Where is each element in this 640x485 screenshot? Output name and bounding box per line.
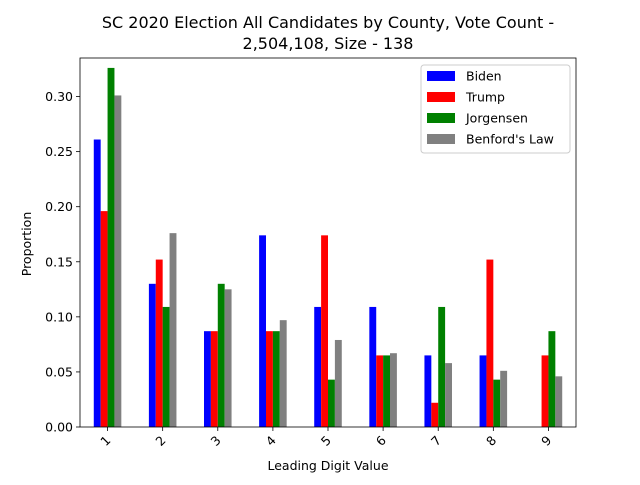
bar-biden-6	[369, 306, 377, 427]
legend-label: Biden	[466, 69, 502, 84]
bar-biden-8	[479, 355, 487, 427]
chart-title-line-2: 2,504,108, Size - 138	[243, 34, 414, 53]
bar-trump-5	[321, 235, 328, 427]
bar-biden-2	[148, 283, 156, 427]
bar-biden-1	[93, 139, 101, 427]
legend-swatch	[427, 113, 455, 123]
y-tick-label: 0.05	[45, 364, 73, 379]
y-tick-label: 0.15	[45, 254, 73, 269]
bar-jorgensen-7	[438, 306, 446, 427]
legend-swatch	[427, 92, 455, 102]
legend-label: Trump	[465, 90, 505, 105]
legend-box	[420, 64, 571, 154]
y-tick-label: 0.20	[45, 199, 73, 214]
x-tick-label: 1	[97, 433, 113, 449]
bar-jorgensen-3	[217, 283, 225, 427]
bar-benford-s-law-3	[224, 289, 232, 427]
legend-swatch	[427, 71, 455, 81]
bar-trump-8	[486, 259, 494, 427]
bar-benford-s-law-9	[555, 376, 563, 427]
bar-benford-s-law-2	[169, 233, 177, 427]
bar-trump-4	[266, 331, 273, 427]
bar-benford-s-law-7	[445, 363, 452, 427]
x-axis-label: Leading Digit Value	[267, 458, 388, 473]
bar-jorgensen-5	[328, 379, 335, 427]
bar-jorgensen-4	[272, 331, 280, 427]
bar-trump-9	[541, 355, 549, 427]
bar-benford-s-law-4	[279, 320, 287, 427]
x-tick-label: 5	[318, 433, 334, 449]
legend-label: Benford's Law	[466, 132, 554, 147]
bar-benford-s-law-1	[114, 95, 122, 427]
bar-jorgensen-6	[383, 355, 390, 427]
legend-swatch	[427, 134, 455, 144]
x-tick-label: 2	[152, 433, 168, 449]
y-tick-label: 0.25	[45, 144, 73, 159]
chart-title-line-1: SC 2020 Election All Candidates by Count…	[102, 13, 554, 32]
bar-jorgensen-8	[493, 379, 501, 427]
bar-benford-s-law-6	[390, 353, 397, 427]
bar-biden-3	[204, 331, 211, 427]
bar-trump-3	[210, 331, 218, 427]
bar-benford-s-law-8	[500, 370, 508, 427]
bar-jorgensen-1	[107, 67, 115, 427]
legend: Biden Trump Jorgensen Benford's Law	[420, 64, 571, 154]
bar-group	[93, 67, 563, 427]
x-tick-label: 9	[538, 433, 554, 449]
bar-trump-7	[431, 402, 439, 427]
bar-benford-s-law-5	[334, 339, 342, 427]
bar-biden-7	[424, 355, 432, 427]
bar-trump-6	[376, 355, 384, 427]
y-tick-label: 0.30	[45, 89, 73, 104]
x-tick-label: 7	[428, 433, 444, 449]
bar-trump-1	[100, 211, 108, 427]
x-tick-label: 3	[207, 433, 223, 449]
y-tick-label: 0.00	[45, 420, 73, 435]
bar-biden-5	[314, 306, 322, 427]
x-tick-label: 8	[483, 433, 499, 449]
bar-trump-2	[155, 259, 163, 427]
legend-label: Jorgensen	[465, 111, 528, 126]
y-axis-label: Proportion	[19, 212, 34, 277]
y-tick-label: 0.10	[45, 309, 73, 324]
bar-jorgensen-9	[548, 331, 556, 427]
x-tick-label: 6	[373, 433, 389, 449]
bar-biden-4	[259, 235, 266, 427]
x-tick-label: 4	[263, 433, 279, 449]
bar-jorgensen-2	[162, 306, 170, 427]
